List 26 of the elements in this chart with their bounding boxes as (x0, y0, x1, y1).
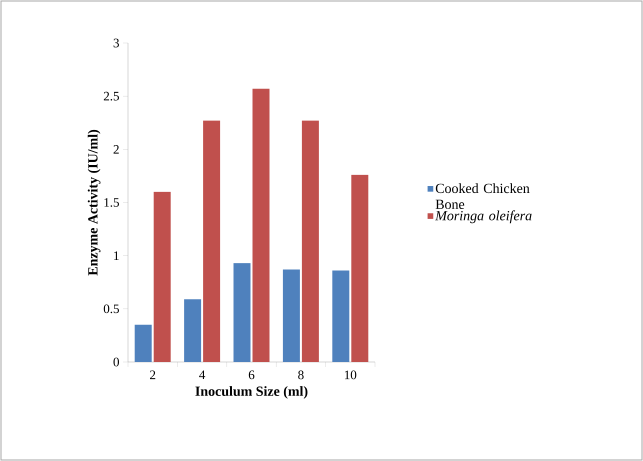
y-tick-label: 0 (114, 358, 119, 366)
y-axis-title: Enzyme Activity (IU/ml) (88, 130, 100, 276)
bar (184, 299, 202, 362)
x-axis-title: Inoculum Size (ml) (195, 386, 308, 399)
x-tick-label: 8 (298, 370, 304, 380)
bar (332, 270, 350, 362)
y-tick-label: 3 (114, 38, 119, 48)
bar (134, 324, 152, 362)
bar (154, 192, 171, 362)
y-tick-label: 2 (114, 145, 119, 154)
y-tick-label: 1.5 (104, 198, 119, 207)
y-tick-label: 1 (114, 251, 119, 260)
bar (302, 120, 319, 362)
x-tick-label: 6 (248, 370, 254, 380)
x-tick-label: 2 (150, 370, 156, 380)
x-tick-label: 4 (199, 370, 206, 380)
bar (252, 88, 270, 362)
legend-label: Moringa oleifera (435, 210, 532, 224)
y-tick-label: 2.5 (104, 92, 119, 101)
bar (282, 269, 300, 362)
legend-label: Cooked Chicken Bone (436, 183, 530, 210)
bar (234, 263, 251, 362)
y-tick-label: 0.5 (104, 304, 119, 314)
bar (203, 120, 220, 362)
x-tick-label: 10 (344, 370, 356, 380)
bar (351, 174, 368, 362)
